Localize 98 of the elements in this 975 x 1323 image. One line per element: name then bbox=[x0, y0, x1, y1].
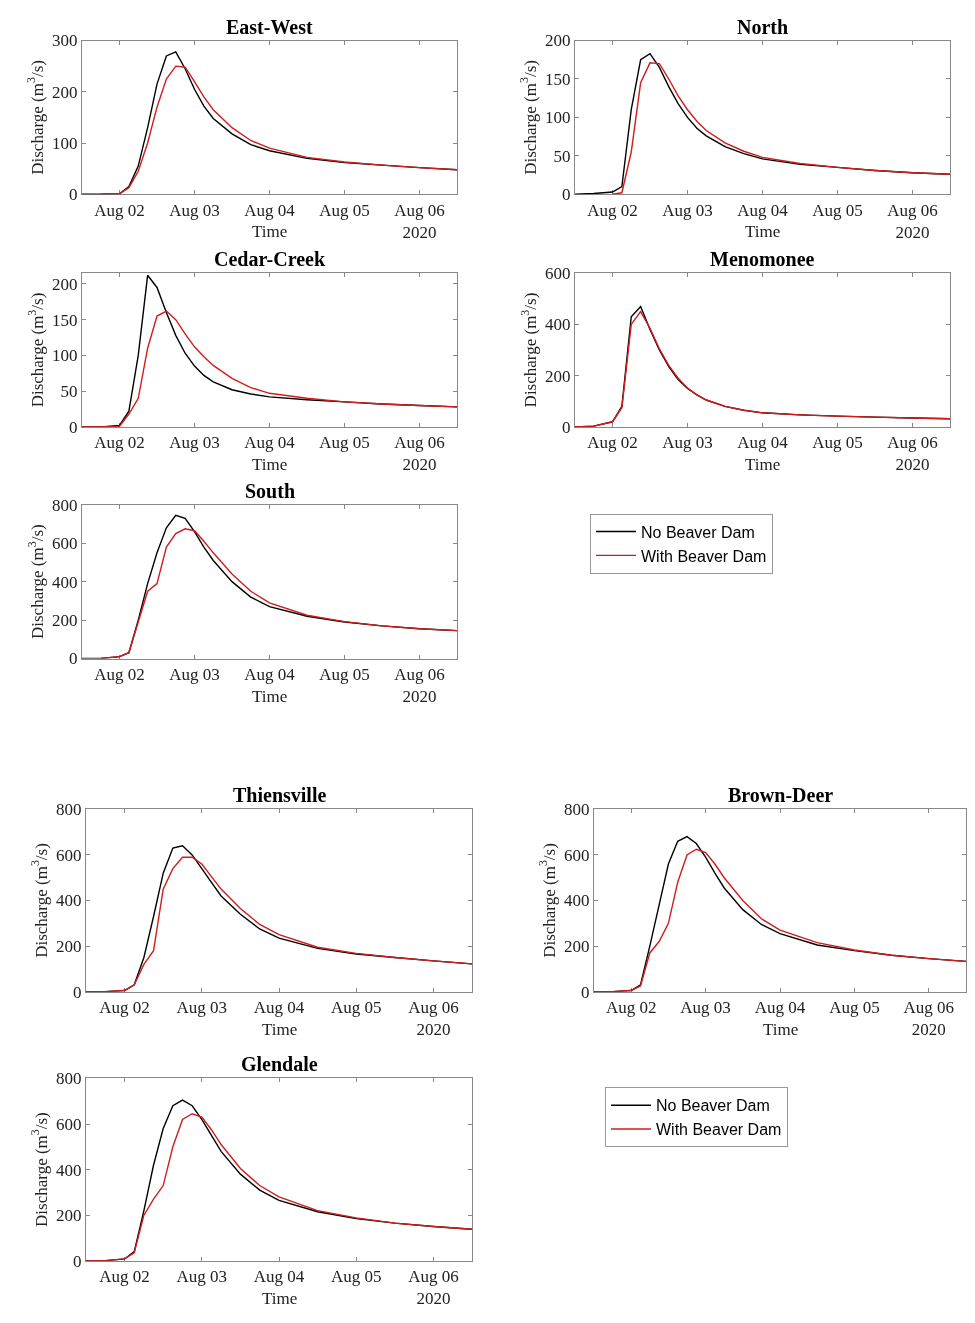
y-tick-label: 600 bbox=[564, 845, 590, 865]
x-tick-label: Aug 03 bbox=[662, 433, 713, 453]
chart-title: Cedar-Creek bbox=[214, 248, 326, 270]
x-tick-label: Aug 03 bbox=[169, 200, 220, 220]
chart-title: Thiensville bbox=[233, 784, 327, 806]
y-tick-label: 100 bbox=[545, 108, 571, 128]
y-tick-label: 150 bbox=[545, 69, 571, 89]
y-tick-label: 800 bbox=[56, 1069, 82, 1089]
x-axis-title: Time bbox=[745, 455, 781, 474]
y-tick-label: 400 bbox=[564, 891, 590, 911]
chart-title: North bbox=[737, 16, 789, 38]
x-tick-label: Aug 05 bbox=[812, 433, 863, 453]
x-tick-label: Aug 05 bbox=[319, 200, 370, 220]
chart-title: Menomonee bbox=[710, 248, 815, 270]
y-tick-label: 200 bbox=[56, 1206, 82, 1226]
x-tick-label: Aug 02 bbox=[99, 998, 150, 1018]
x-axis-title: Time bbox=[745, 222, 781, 241]
y-tick-label: 800 bbox=[564, 800, 590, 820]
y-tick-label: 150 bbox=[52, 310, 78, 330]
legend-label: No Beaver Dam bbox=[656, 1097, 770, 1115]
y-tick-label: 0 bbox=[69, 417, 78, 437]
x-tick-label: Aug 02 bbox=[587, 433, 638, 453]
y-tick-label: 600 bbox=[56, 1114, 82, 1134]
y-tick-label: 200 bbox=[52, 274, 78, 294]
legend-label: With Beaver Dam bbox=[656, 1121, 782, 1139]
x-tick-label: Aug 04 bbox=[737, 433, 789, 453]
x-tick-label: Aug 04 bbox=[737, 200, 789, 220]
legend-label: No Beaver Dam bbox=[641, 523, 755, 541]
y-tick-label: 0 bbox=[69, 649, 78, 669]
x-tick-label: Aug 06 2020 bbox=[408, 998, 459, 1040]
x-tick-label: Aug 03 bbox=[680, 998, 731, 1018]
x-tick-label: Aug 04 bbox=[253, 1267, 305, 1287]
y-tick-label: 50 bbox=[60, 382, 78, 402]
y-tick-label: 600 bbox=[545, 264, 571, 284]
x-tick-label: Aug 02 bbox=[94, 200, 145, 220]
x-tick-label: Aug 06 2020 bbox=[903, 998, 955, 1040]
chart-title: Brown-Deer bbox=[728, 784, 834, 806]
y-tick-label: 0 bbox=[73, 1251, 82, 1271]
x-tick-label: Aug 06 2020 bbox=[408, 1267, 459, 1309]
x-tick-label: Aug 05 bbox=[330, 1267, 382, 1287]
chart-title: East-West bbox=[226, 16, 313, 38]
y-tick-label: 200 bbox=[52, 82, 78, 102]
x-axis-title: Time bbox=[252, 222, 288, 241]
x-tick-label: Aug 05 bbox=[319, 664, 370, 684]
y-tick-label: 50 bbox=[553, 146, 571, 166]
y-tick-label: 200 bbox=[545, 31, 571, 51]
x-tick-label: Aug 02 bbox=[605, 998, 657, 1018]
x-tick-label: Aug 02 bbox=[94, 664, 145, 684]
x-tick-label: Aug 03 bbox=[169, 433, 220, 453]
y-tick-label: 200 bbox=[564, 937, 590, 957]
x-tick-label: Aug 05 bbox=[319, 433, 370, 453]
x-tick-label: Aug 06 2020 bbox=[887, 433, 938, 475]
y-tick-label: 400 bbox=[52, 572, 78, 592]
x-tick-label: Aug 02 bbox=[94, 433, 145, 453]
x-tick-label: Aug 05 bbox=[829, 998, 880, 1018]
x-axis-title: Time bbox=[763, 1020, 799, 1039]
x-tick-label: Aug 04 bbox=[244, 664, 296, 684]
x-tick-label: Aug 04 bbox=[253, 998, 305, 1018]
y-tick-label: 0 bbox=[581, 982, 590, 1002]
x-tick-label: Aug 03 bbox=[169, 664, 220, 684]
y-tick-label: 400 bbox=[56, 891, 82, 911]
y-tick-label: 400 bbox=[56, 1160, 82, 1180]
x-tick-label: Aug 04 bbox=[244, 200, 296, 220]
x-axis-title: Time bbox=[252, 687, 288, 706]
y-tick-label: 100 bbox=[52, 346, 78, 366]
y-tick-label: 100 bbox=[52, 134, 78, 153]
y-tick-label: 200 bbox=[52, 611, 78, 631]
x-tick-label: Aug 04 bbox=[244, 433, 296, 453]
chart-title: Glendale bbox=[241, 1053, 318, 1075]
x-tick-label: Aug 03 bbox=[176, 1267, 228, 1287]
y-tick-label: 400 bbox=[545, 315, 571, 335]
x-tick-label: Aug 02 bbox=[99, 1267, 150, 1287]
y-tick-label: 600 bbox=[52, 534, 78, 554]
y-tick-label: 0 bbox=[69, 185, 78, 205]
x-tick-label: Aug 05 bbox=[330, 998, 382, 1018]
x-axis-title: Time bbox=[262, 1020, 298, 1039]
y-tick-label: 200 bbox=[56, 937, 82, 957]
x-tick-label: Aug 05 bbox=[812, 200, 863, 220]
x-tick-label: Aug 06 2020 bbox=[394, 664, 445, 707]
y-tick-label: 0 bbox=[562, 417, 571, 437]
y-tick-label: 0 bbox=[73, 982, 82, 1002]
legend-label: With Beaver Dam bbox=[641, 547, 767, 565]
y-tick-label: 200 bbox=[545, 366, 571, 386]
x-axis-title: Time bbox=[252, 455, 288, 474]
x-tick-label: Aug 06 2020 bbox=[394, 200, 445, 242]
x-tick-label: Aug 02 bbox=[587, 200, 638, 220]
y-tick-label: 800 bbox=[56, 800, 82, 820]
y-tick-label: 300 bbox=[52, 31, 78, 51]
x-tick-label: Aug 04 bbox=[754, 998, 806, 1018]
x-tick-label: Aug 06 2020 bbox=[394, 433, 445, 475]
x-axis-title: Time bbox=[262, 1289, 298, 1308]
y-tick-label: 0 bbox=[562, 185, 571, 205]
x-tick-label: Aug 06 2020 bbox=[887, 200, 938, 242]
y-tick-label: 800 bbox=[52, 495, 78, 515]
y-tick-label: 600 bbox=[56, 845, 82, 865]
chart-title: South bbox=[245, 480, 296, 502]
x-tick-label: Aug 03 bbox=[662, 200, 713, 220]
x-tick-label: Aug 03 bbox=[176, 998, 228, 1018]
